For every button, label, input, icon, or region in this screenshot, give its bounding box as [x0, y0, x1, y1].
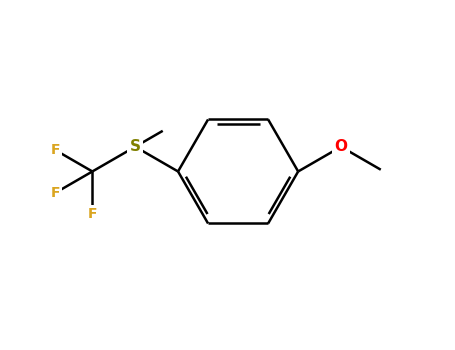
Text: F: F — [51, 186, 61, 199]
Text: S: S — [130, 139, 141, 154]
Text: O: O — [334, 139, 348, 154]
Text: F: F — [88, 207, 97, 221]
Text: F: F — [51, 143, 61, 157]
